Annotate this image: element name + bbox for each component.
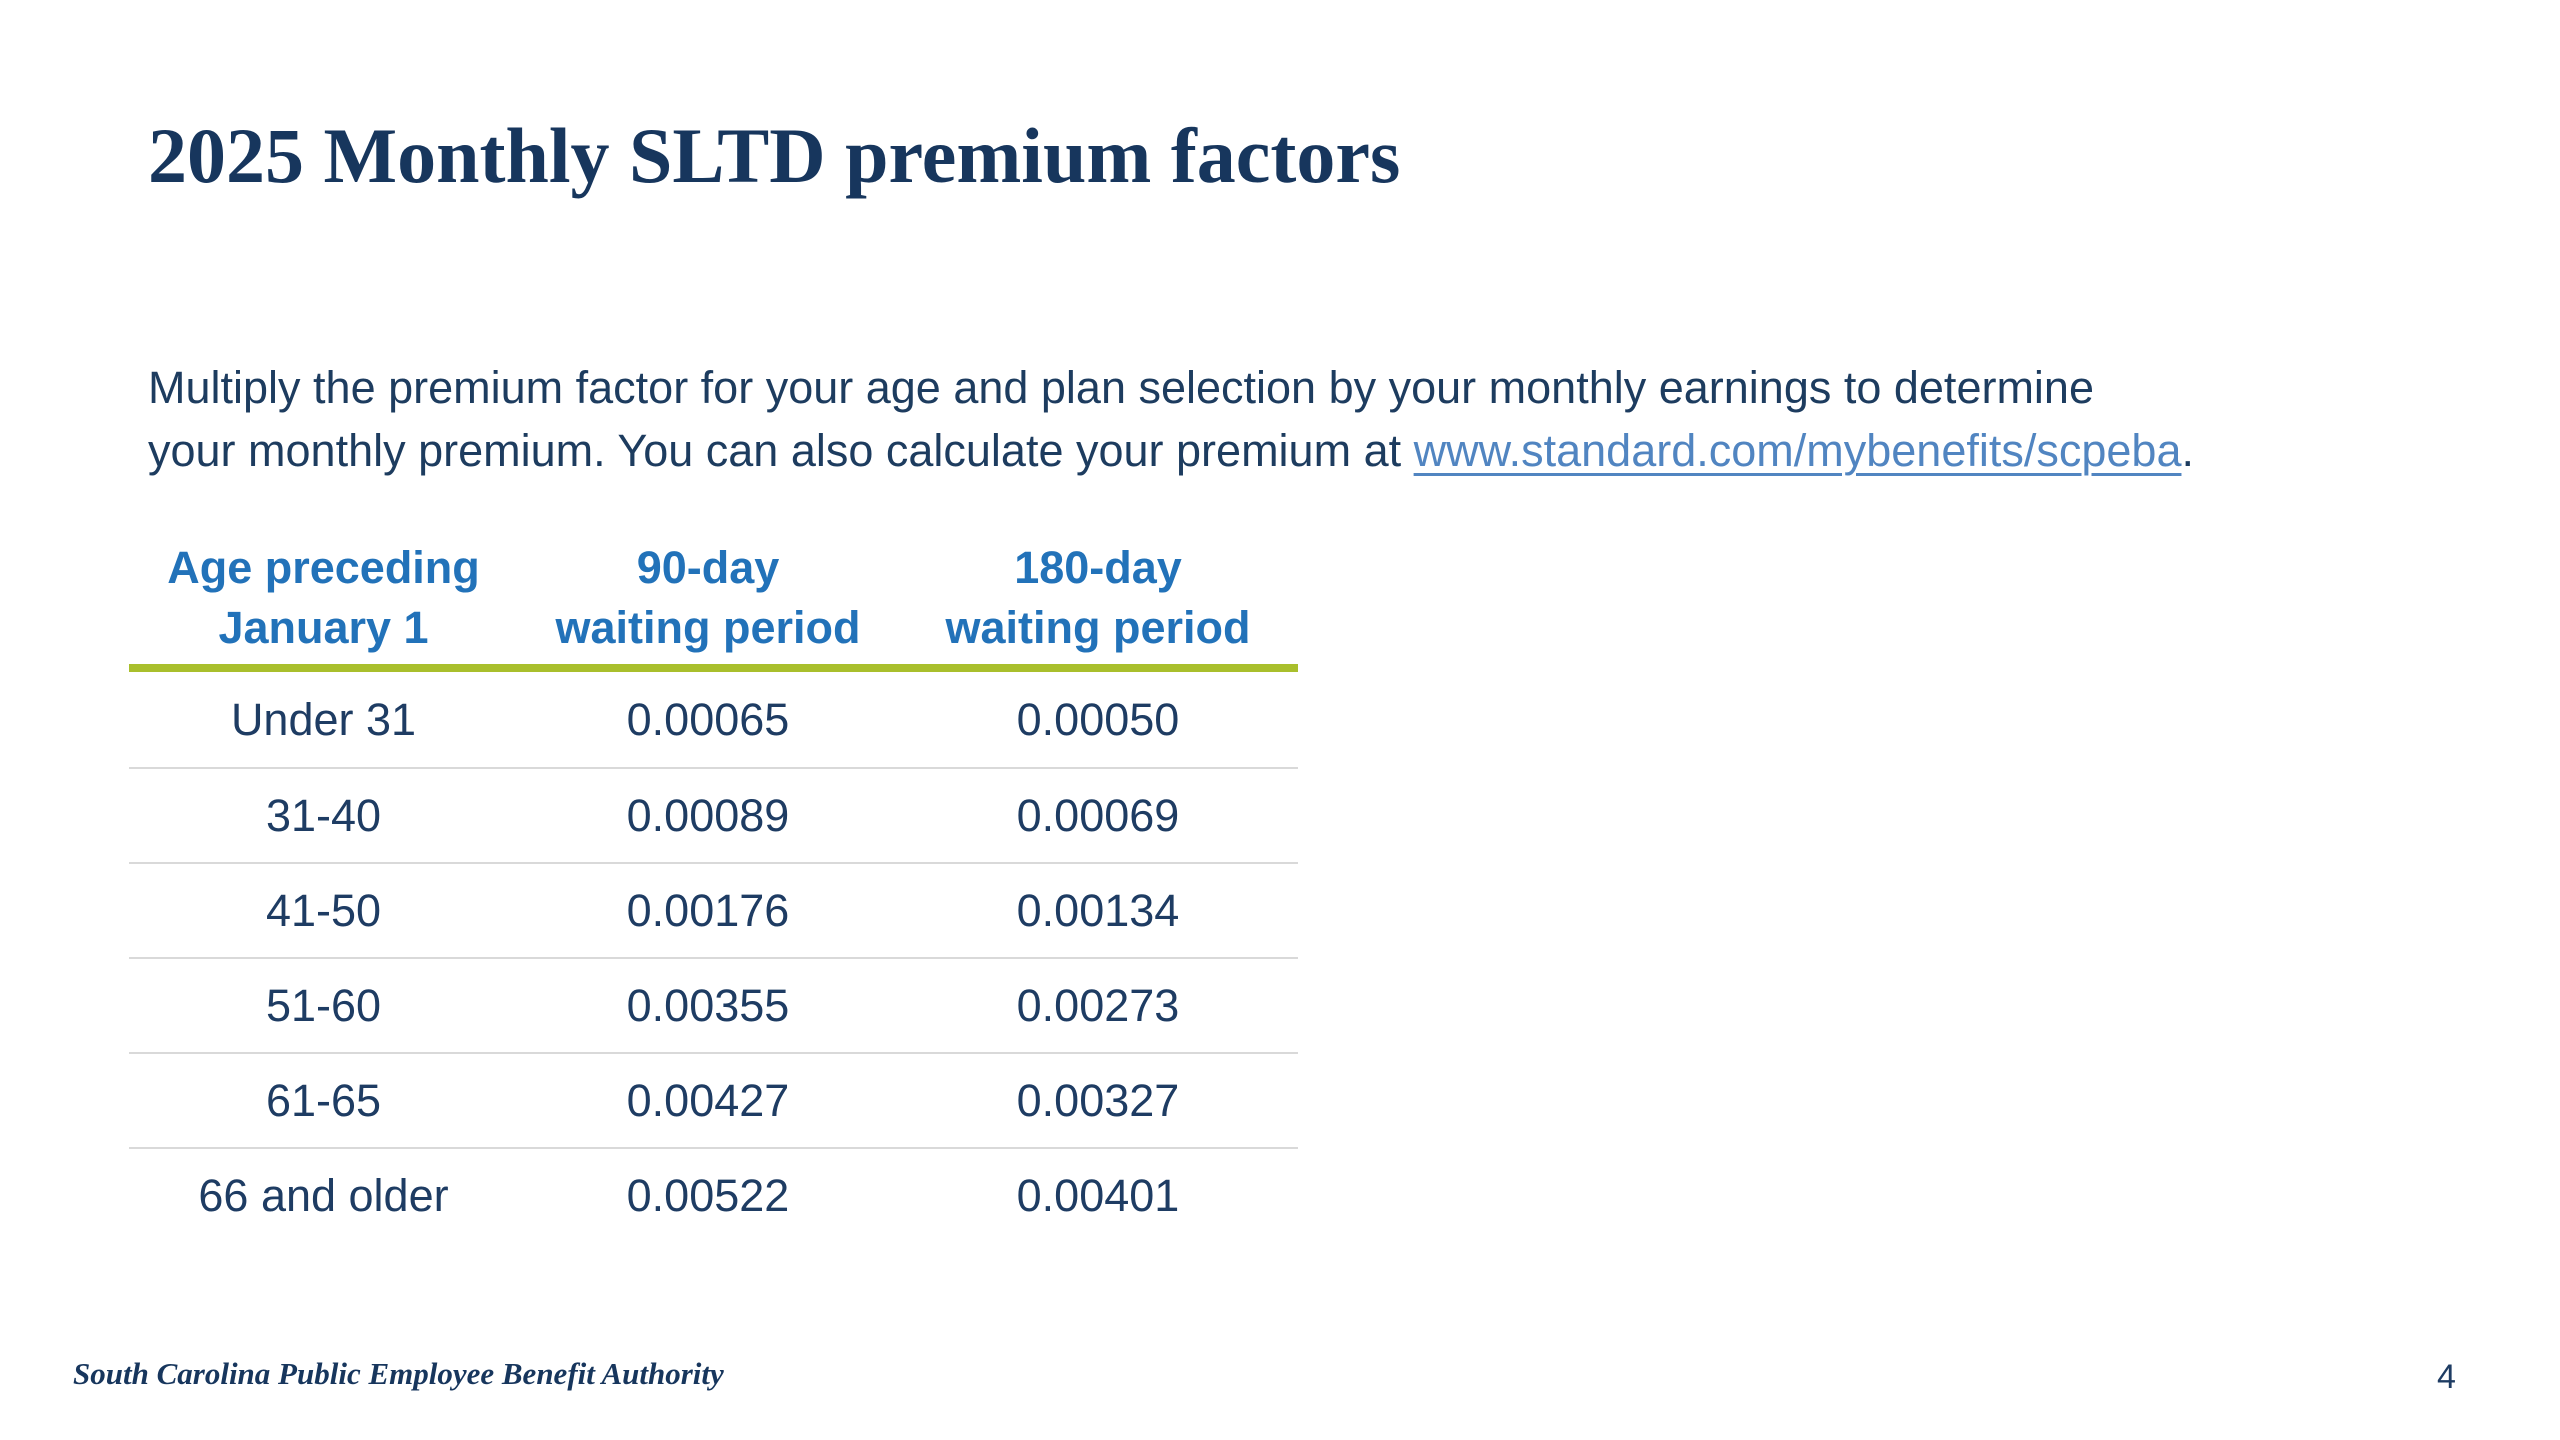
table-row: 31-40 0.00089 0.00069 bbox=[129, 767, 1298, 862]
factor-90day-cell: 0.00176 bbox=[626, 884, 790, 936]
factor-180day-cell: 0.00401 bbox=[1016, 1169, 1180, 1221]
age-cell: 31-40 bbox=[265, 789, 382, 841]
factor-180day-cell: 0.00069 bbox=[1016, 789, 1180, 841]
table-row: 41-50 0.00176 0.00134 bbox=[129, 862, 1298, 957]
table-header-row: Age preceding January 1 90-day waiting p… bbox=[129, 538, 1298, 672]
header-90day-line1: 90-day bbox=[636, 542, 780, 593]
factor-180day-cell: 0.00134 bbox=[1016, 884, 1180, 936]
factor-90day-cell: 0.00065 bbox=[626, 693, 790, 745]
column-header-age: Age preceding January 1 bbox=[129, 538, 518, 658]
intro-line2-prefix: your monthly premium. You can also calcu… bbox=[148, 425, 1414, 476]
factor-180day-cell: 0.00050 bbox=[1016, 693, 1180, 745]
factor-90day-cell: 0.00355 bbox=[626, 979, 790, 1031]
premium-calculator-link[interactable]: www.standard.com/mybenefits/scpeba bbox=[1413, 425, 2182, 476]
page-number: 4 bbox=[2437, 1358, 2456, 1396]
age-cell: Under 31 bbox=[230, 693, 417, 745]
intro-paragraph: Multiply the premium factor for your age… bbox=[148, 356, 2428, 482]
factor-90day-cell: 0.00522 bbox=[626, 1169, 790, 1221]
intro-line2-suffix: . bbox=[2181, 425, 2194, 476]
slide-title: 2025 Monthly SLTD premium factors bbox=[148, 112, 1401, 199]
column-header-90day: 90-day waiting period bbox=[518, 538, 898, 658]
table-row: 66 and older 0.00522 0.00401 bbox=[129, 1147, 1298, 1242]
table-row: Under 31 0.00065 0.00050 bbox=[129, 672, 1298, 767]
header-age-line1: Age preceding bbox=[167, 542, 480, 593]
header-age-line2: January 1 bbox=[218, 602, 429, 653]
factor-180day-cell: 0.00327 bbox=[1016, 1074, 1180, 1126]
age-cell: 41-50 bbox=[265, 884, 382, 936]
header-180day-line2: waiting period bbox=[945, 602, 1251, 653]
age-cell: 61-65 bbox=[265, 1074, 382, 1126]
footer-organization: South Carolina Public Employee Benefit A… bbox=[73, 1356, 724, 1391]
intro-line1: Multiply the premium factor for your age… bbox=[148, 362, 2094, 413]
factor-90day-cell: 0.00089 bbox=[626, 789, 790, 841]
age-cell: 66 and older bbox=[198, 1169, 449, 1221]
table-row: 51-60 0.00355 0.00273 bbox=[129, 957, 1298, 1052]
table-row: 61-65 0.00427 0.00327 bbox=[129, 1052, 1298, 1147]
factor-180day-cell: 0.00273 bbox=[1016, 979, 1180, 1031]
age-cell: 51-60 bbox=[265, 979, 382, 1031]
premium-factors-table: Age preceding January 1 90-day waiting p… bbox=[129, 538, 1298, 1242]
column-header-180day: 180-day waiting period bbox=[898, 538, 1298, 658]
header-180day-line1: 180-day bbox=[1014, 542, 1182, 593]
factor-90day-cell: 0.00427 bbox=[626, 1074, 790, 1126]
header-90day-line2: waiting period bbox=[555, 602, 861, 653]
